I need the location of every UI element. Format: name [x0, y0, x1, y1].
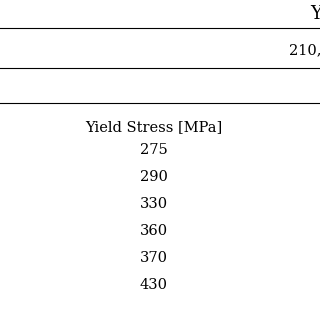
Text: 290: 290	[140, 170, 168, 184]
Text: Yield Stress [MPa]: Yield Stress [MPa]	[85, 120, 222, 134]
Text: 360: 360	[140, 224, 168, 238]
Text: 370: 370	[140, 251, 168, 265]
Text: 430: 430	[140, 278, 168, 292]
Text: 275: 275	[140, 143, 167, 157]
Text: 210,: 210,	[290, 43, 320, 57]
Text: Y: Y	[310, 5, 320, 23]
Text: 330: 330	[140, 197, 168, 211]
